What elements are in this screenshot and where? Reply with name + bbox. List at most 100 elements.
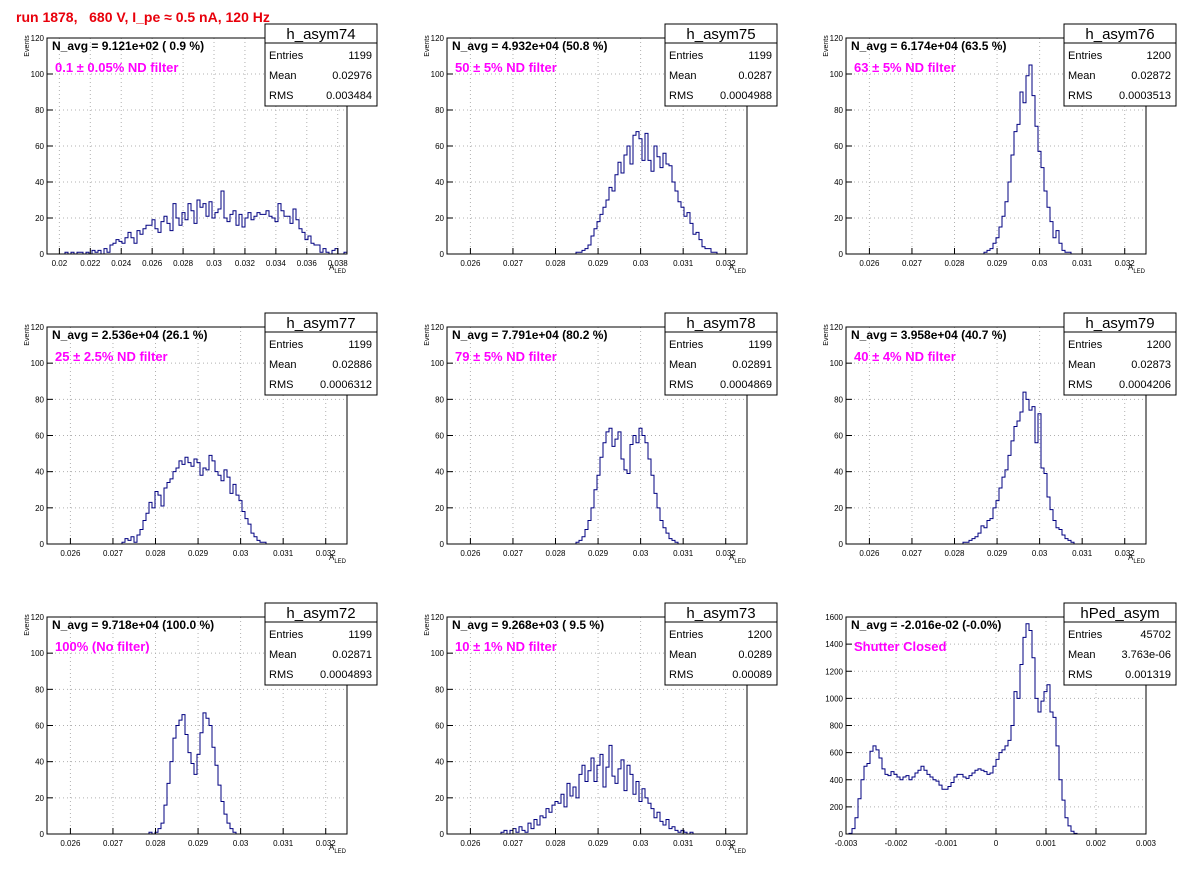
stats-value: 0.0004206 [1119, 379, 1171, 391]
stats-label: RMS [669, 669, 693, 681]
y-axis-label: Events [823, 324, 830, 346]
y-tick-label: 80 [435, 685, 444, 694]
x-tick-label: 0.03 [1032, 549, 1048, 558]
stats-label: RMS [269, 379, 293, 391]
y-tick-label: 0 [839, 250, 844, 259]
y-tick-label: 600 [830, 749, 844, 758]
histogram-panel-h_asym75: 0.026 0.027 0.028 0.029 0.03 0.031 0.032 0 20 40 6… [424, 23, 778, 275]
stats-value: 1199 [748, 339, 772, 351]
x-tick-label: 0.026 [60, 839, 81, 848]
stats-body-box [1063, 621, 1177, 686]
x-tick-label: 0.029 [188, 549, 209, 558]
x-tick-label: 0.028 [944, 549, 965, 558]
stats-value: 1199 [348, 339, 372, 351]
n-avg-text: N_avg = 9.268e+03 ( 9.5 %) [452, 618, 604, 632]
x-tick-label: 0.027 [902, 549, 923, 558]
x-tick-label: 0.034 [266, 259, 287, 268]
x-tick-label: 0.03 [1032, 259, 1048, 268]
x-tick-label: 0.026 [859, 549, 880, 558]
y-tick-label: 20 [435, 504, 444, 513]
y-tick-label: 100 [31, 359, 45, 368]
y-tick-label: 20 [435, 214, 444, 223]
stats-value: 1199 [348, 629, 372, 641]
x-tick-label: -0.003 [835, 839, 858, 848]
filter-annotation: Shutter Closed [854, 639, 947, 654]
stats-label: Mean [669, 359, 697, 371]
stats-value: 0.0004869 [720, 379, 772, 391]
stats-label: Entries [269, 339, 304, 351]
x-tick-label: 0.002 [1086, 839, 1107, 848]
y-tick-label: 80 [35, 395, 44, 404]
y-tick-label: 20 [834, 504, 843, 513]
y-tick-label: 0 [440, 540, 445, 549]
y-tick-label: 60 [435, 722, 444, 731]
y-tick-label: 120 [431, 34, 445, 43]
y-tick-label: 40 [834, 178, 843, 187]
n-avg-text: N_avg = 9.121e+02 ( 0.9 %) [52, 39, 204, 53]
histogram-series-h_asym79 [846, 391, 1146, 545]
filter-annotation: 40 ± 4% ND filter [854, 349, 956, 364]
page-title: run 1878, 680 V, I_pe ≈ 0.5 nA, 120 Hz [16, 9, 270, 25]
x-tick-label: 0.028 [545, 839, 566, 848]
y-tick-label: 80 [35, 685, 44, 694]
y-tick-label: 60 [435, 142, 444, 151]
y-tick-label: 120 [830, 34, 844, 43]
stats-value: 0.0287 [738, 70, 772, 82]
x-tick-label: 0.029 [987, 549, 1008, 558]
y-tick-label: 100 [830, 70, 844, 79]
histogram-panel-h_asym73: 0.026 0.027 0.028 0.029 0.03 0.031 0.032 0 20 40 6… [424, 602, 778, 855]
y-axis-label: Events [823, 35, 830, 57]
y-tick-label: 100 [31, 649, 45, 658]
y-axis-label: Events [424, 324, 431, 346]
x-tick-label: 0.027 [503, 839, 524, 848]
stats-value: 0.0004988 [720, 90, 772, 102]
x-tick-label: 0 [994, 839, 999, 848]
stats-label: Entries [669, 50, 704, 62]
stats-label: RMS [1068, 379, 1092, 391]
stats-title: h_asym72 [286, 605, 355, 622]
filter-annotation: 63 ± 5% ND filter [854, 60, 956, 75]
stats-value: 0.02872 [1131, 70, 1171, 82]
x-tick-label: 0.024 [111, 259, 132, 268]
stats-value: 1199 [348, 50, 372, 62]
stats-box: hPed_asym Entries 45702 Mean 3.763e-06 RMS 0.0… [1063, 602, 1177, 686]
n-avg-text: N_avg = -2.016e-02 (-0.0%) [851, 618, 1001, 632]
stats-label: Entries [669, 339, 704, 351]
x-tick-label: 0.03 [233, 839, 249, 848]
y-tick-label: 80 [834, 395, 843, 404]
y-axis-label: Events [24, 324, 31, 346]
filter-annotation: 50 ± 5% ND filter [455, 60, 557, 75]
y-tick-label: 200 [830, 803, 844, 812]
histogram-panel-h_asym72: 0.026 0.027 0.028 0.029 0.03 0.031 0.032 0 20 40 6… [24, 602, 378, 855]
x-tick-label: 0.03 [206, 259, 222, 268]
stats-label: RMS [1068, 90, 1092, 102]
stats-label: Entries [1068, 50, 1103, 62]
y-tick-label: 100 [431, 359, 445, 368]
x-tick-label: 0.027 [902, 259, 923, 268]
stats-label: Entries [1068, 629, 1103, 641]
y-tick-label: 60 [35, 432, 44, 441]
histogram-panel-hPed_asym: -0.003 -0.002 -0.001 0 0.001 0.002 0.003 0 200 40… [825, 602, 1177, 848]
stats-title: h_asym74 [286, 26, 355, 43]
stats-value: 1200 [1147, 339, 1171, 351]
n-avg-text: N_avg = 9.718e+04 (100.0 %) [52, 618, 214, 632]
stats-title: h_asym79 [1085, 315, 1154, 332]
x-tick-label: 0.032 [235, 259, 256, 268]
y-tick-label: 800 [830, 722, 844, 731]
x-tick-label: 0.027 [503, 549, 524, 558]
y-tick-label: 1400 [825, 640, 843, 649]
histogram-series-hPed_asym [846, 623, 1146, 835]
stats-title: h_asym77 [286, 315, 355, 332]
stats-box: h_asym74 Entries 1199 Mean 0.02976 RMS 0.00348… [264, 23, 378, 107]
stats-body-box [664, 331, 778, 396]
x-tick-label: 0.028 [145, 549, 166, 558]
x-axis-label: ALED [329, 843, 347, 855]
n-avg-text: N_avg = 7.791e+04 (80.2 %) [452, 328, 607, 342]
y-tick-label: 40 [435, 178, 444, 187]
stats-label: RMS [669, 379, 693, 391]
filter-annotation: 0.1 ± 0.05% ND filter [55, 60, 178, 75]
stats-value: 0.0003513 [1119, 90, 1171, 102]
stats-value: 0.02891 [732, 359, 772, 371]
stats-box: h_asym73 Entries 1200 Mean 0.0289 RMS 0.00089 [664, 602, 778, 686]
